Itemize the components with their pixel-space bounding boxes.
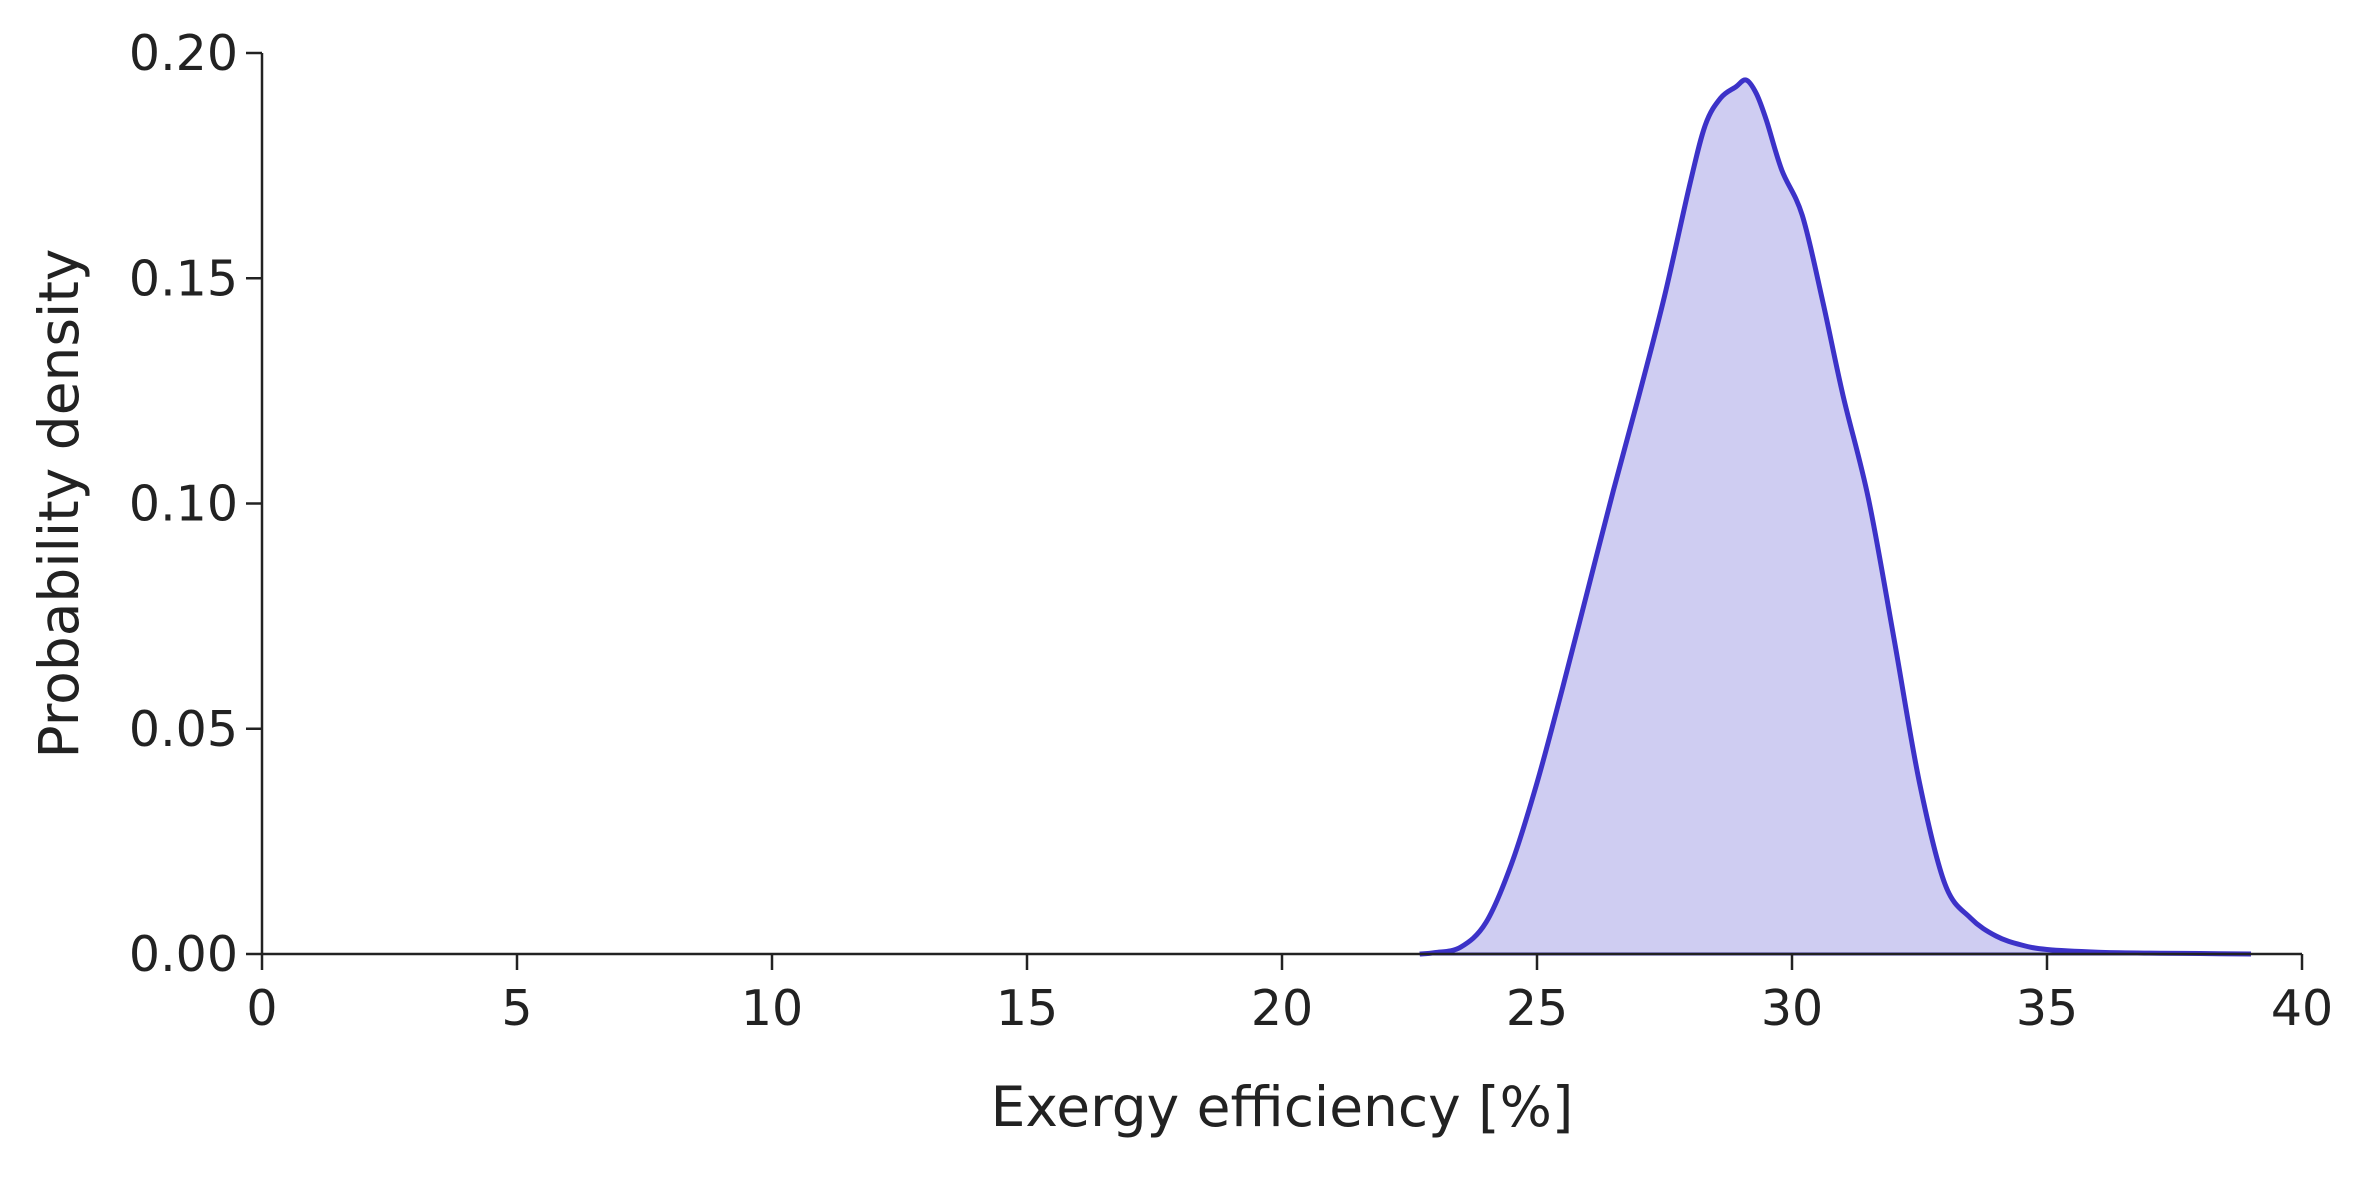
plot-area — [1419, 77, 2252, 957]
density-area — [1419, 79, 2251, 955]
y-tick-label: 0.00 — [129, 926, 238, 983]
y-tick-label: 0.20 — [129, 25, 238, 82]
x-axis-ticks: 0 5 10 15 20 25 30 35 40 — [246, 954, 2333, 1037]
axes — [260, 53, 2302, 956]
y-tick-label: 0.10 — [129, 476, 238, 533]
y-axis-ticks: 0.00 0.05 0.10 0.15 0.20 — [129, 25, 262, 983]
x-tick-label: 15 — [996, 980, 1058, 1037]
y-axis-title: Probability density — [27, 249, 91, 759]
x-tick-label: 20 — [1251, 980, 1313, 1037]
y-tick-label: 0.05 — [129, 701, 238, 758]
x-tick-label: 10 — [741, 980, 803, 1037]
y-tick-label: 0.15 — [129, 250, 238, 307]
x-axis-title: Exergy efficiency [%] — [991, 1075, 1574, 1139]
x-tick-label: 30 — [1761, 980, 1823, 1037]
x-tick-label: 25 — [1506, 980, 1568, 1037]
x-tick-label: 0 — [246, 980, 277, 1037]
x-tick-label: 5 — [501, 980, 532, 1037]
x-tick-label: 35 — [2016, 980, 2078, 1037]
density-line — [1419, 77, 2252, 957]
x-tick-label: 40 — [2271, 980, 2333, 1037]
